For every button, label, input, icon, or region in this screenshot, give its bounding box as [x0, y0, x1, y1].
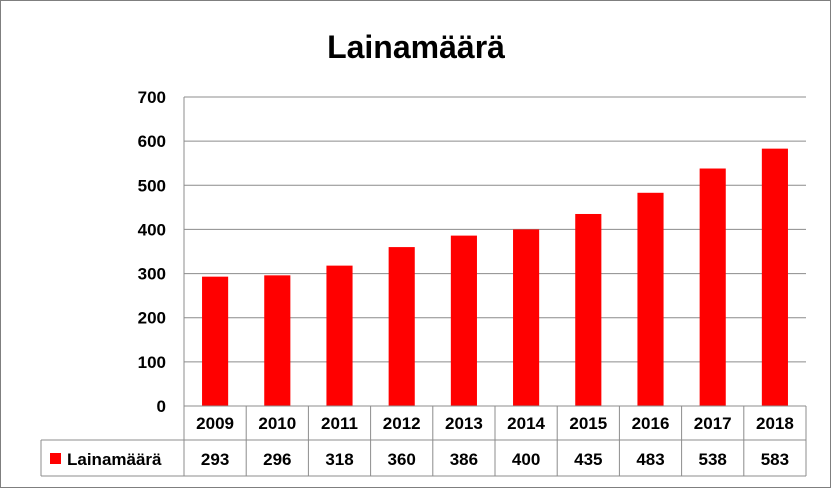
data-label: 360 — [388, 450, 416, 469]
x-tick-label: 2014 — [507, 414, 545, 433]
y-tick-label: 500 — [138, 176, 166, 195]
data-table: 2009 293 2010 296 2011 318 2012 360 2013 386 2014 4… — [40, 405, 807, 477]
legend-label: Lainamäärä — [67, 450, 162, 469]
bar-layer — [202, 148, 788, 406]
bar — [388, 247, 415, 406]
bar — [264, 275, 291, 406]
y-tick-label: 100 — [138, 353, 166, 372]
data-label: 296 — [263, 450, 291, 469]
bar — [575, 213, 602, 406]
bar — [326, 265, 353, 406]
bar — [513, 229, 540, 406]
x-tick-label: 2015 — [569, 414, 607, 433]
x-tick-label: 2009 — [196, 414, 234, 433]
x-tick-label: 2013 — [445, 414, 483, 433]
y-axis-ticks: 0 100 200 300 400 500 600 700 — [138, 88, 166, 416]
bar — [202, 276, 229, 406]
y-tick-label: 0 — [157, 397, 166, 416]
y-tick-label: 300 — [138, 265, 166, 284]
x-tick-label: 2010 — [258, 414, 296, 433]
data-label: 538 — [699, 450, 727, 469]
data-label: 435 — [574, 450, 602, 469]
y-tick-label: 400 — [138, 220, 166, 239]
bar — [450, 235, 477, 406]
y-tick-label: 700 — [138, 88, 166, 107]
data-label: 318 — [325, 450, 353, 469]
bar — [761, 148, 788, 406]
chart-title: Lainamäärä — [327, 29, 505, 65]
data-label: 583 — [761, 450, 789, 469]
data-label: 483 — [636, 450, 664, 469]
data-label: 400 — [512, 450, 540, 469]
x-tick-label: 2018 — [756, 414, 794, 433]
legend-swatch — [50, 453, 61, 464]
y-tick-label: 200 — [138, 309, 166, 328]
x-tick-label: 2016 — [632, 414, 670, 433]
x-tick-label: 2012 — [383, 414, 421, 433]
x-tick-label: 2011 — [321, 414, 358, 433]
x-tick-label: 2017 — [694, 414, 732, 433]
data-label: 386 — [450, 450, 478, 469]
y-tick-label: 600 — [138, 132, 166, 151]
data-label: 293 — [201, 450, 229, 469]
bar — [637, 192, 664, 406]
bar — [699, 168, 726, 406]
